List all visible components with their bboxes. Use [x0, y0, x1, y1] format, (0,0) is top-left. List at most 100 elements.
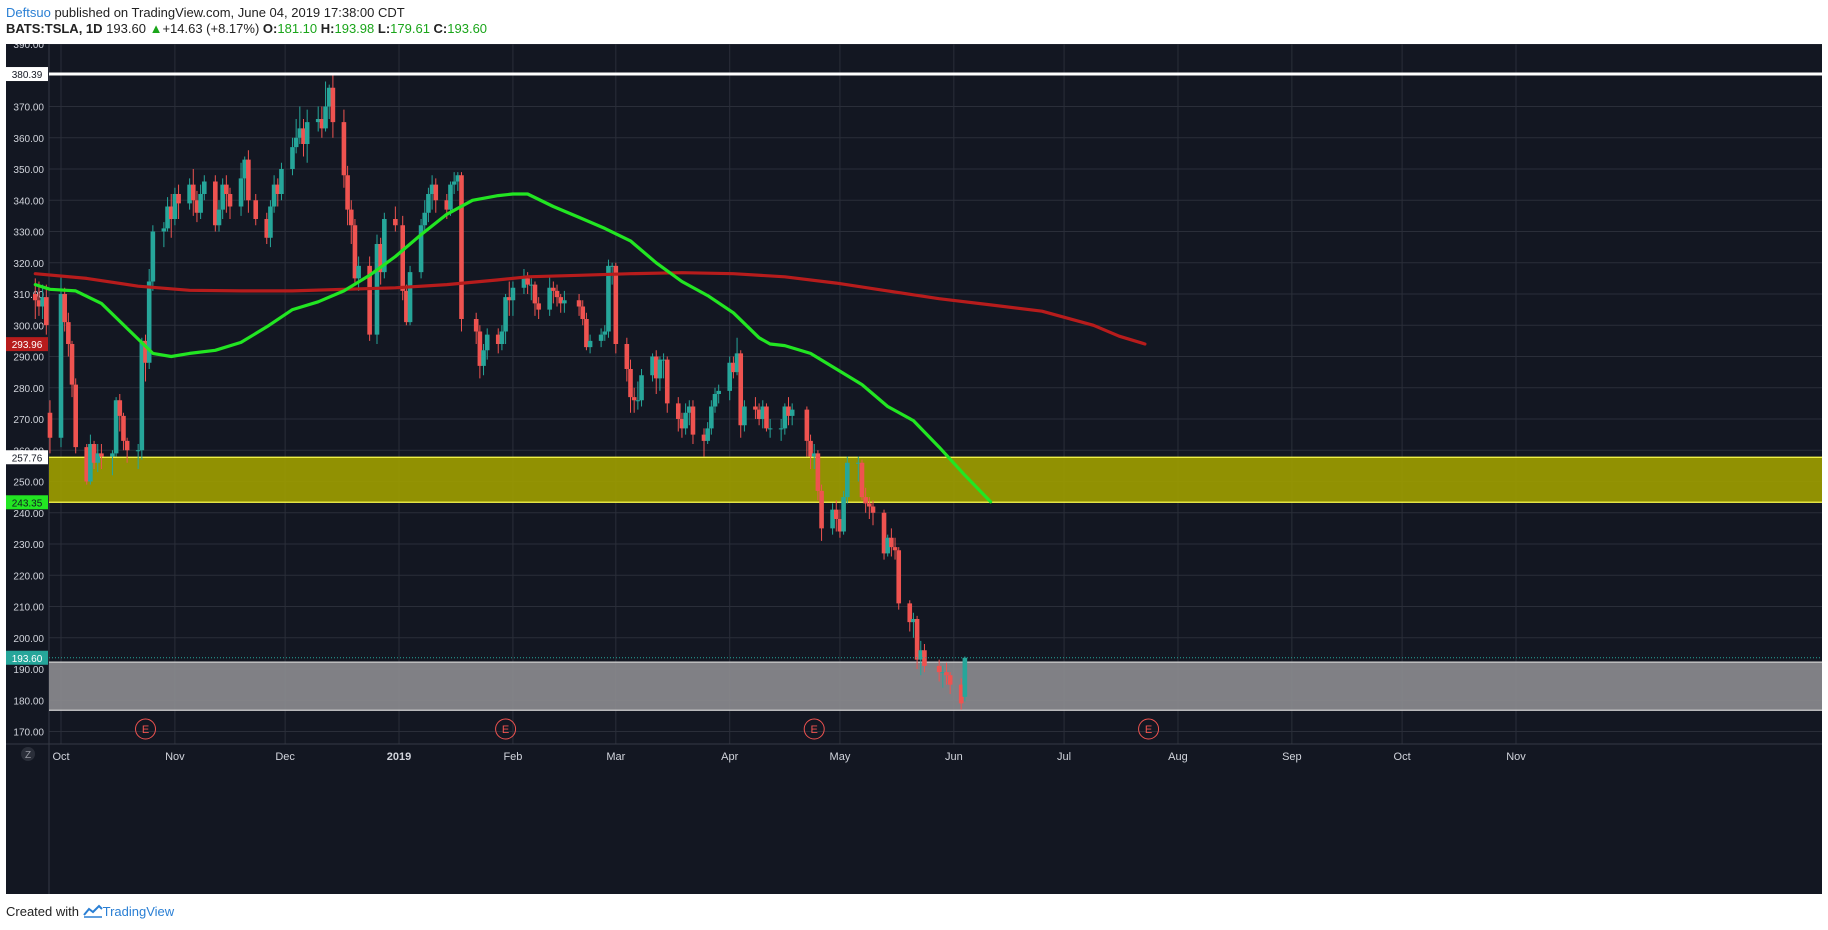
candle[interactable]: [686, 400, 692, 426]
candle[interactable]: [675, 397, 681, 432]
candle[interactable]: [760, 400, 766, 429]
candle[interactable]: [870, 500, 876, 526]
candle[interactable]: [712, 387, 718, 413]
candle[interactable]: [753, 397, 758, 419]
candle[interactable]: [279, 162, 284, 201]
candle[interactable]: [201, 175, 207, 201]
candle[interactable]: [238, 162, 244, 216]
candle[interactable]: [220, 178, 225, 219]
candle[interactable]: [146, 269, 152, 369]
candle[interactable]: [558, 294, 563, 313]
candle[interactable]: [345, 165, 350, 226]
earnings-marker[interactable]: E: [135, 718, 157, 740]
candle[interactable]: [47, 400, 53, 454]
candle[interactable]: [451, 172, 457, 194]
candle[interactable]: [341, 109, 347, 188]
candle[interactable]: [69, 340, 75, 398]
candle[interactable]: [811, 444, 817, 469]
candle[interactable]: [576, 294, 582, 316]
candle[interactable]: [187, 178, 192, 210]
candle[interactable]: [716, 384, 721, 404]
candle[interactable]: [815, 450, 821, 501]
chart-area[interactable]: 390.00 370.00 360.00 350.00 340.00 330.00 320.…: [6, 44, 1822, 894]
candle[interactable]: [635, 381, 641, 410]
candle[interactable]: [562, 290, 567, 313]
candle[interactable]: [433, 178, 439, 213]
candle[interactable]: [161, 222, 167, 248]
tradingview-logo-icon[interactable]: [82, 904, 103, 921]
candle[interactable]: [378, 237, 383, 285]
candle[interactable]: [246, 150, 251, 213]
candle[interactable]: [631, 387, 637, 413]
candle[interactable]: [506, 281, 512, 316]
candle[interactable]: [767, 419, 773, 438]
candle[interactable]: [382, 212, 387, 279]
tradingview-link[interactable]: TradingView: [102, 904, 175, 919]
candle[interactable]: [44, 284, 49, 335]
candle[interactable]: [227, 187, 233, 219]
candle[interactable]: [110, 450, 115, 476]
candle[interactable]: [301, 119, 306, 157]
candle[interactable]: [536, 297, 541, 319]
candle[interactable]: [323, 81, 328, 132]
candle[interactable]: [264, 212, 270, 244]
candle[interactable]: [99, 444, 104, 469]
candle[interactable]: [95, 444, 101, 473]
candle[interactable]: [679, 412, 685, 438]
candle[interactable]: [121, 412, 126, 451]
candle[interactable]: [448, 181, 453, 216]
candle[interactable]: [856, 456, 861, 482]
candle[interactable]: [554, 284, 560, 307]
candle[interactable]: [330, 75, 336, 138]
candle[interactable]: [789, 403, 795, 426]
candle[interactable]: [198, 184, 203, 219]
earnings-marker[interactable]: E: [1138, 718, 1160, 740]
candle[interactable]: [356, 256, 361, 291]
candle[interactable]: [216, 200, 222, 232]
candle[interactable]: [532, 281, 538, 316]
author-link[interactable]: Deftsuo: [6, 5, 51, 20]
candle[interactable]: [833, 500, 839, 532]
candle[interactable]: [664, 356, 670, 413]
candle[interactable]: [738, 350, 744, 438]
candle[interactable]: [742, 400, 747, 432]
candle[interactable]: [782, 403, 788, 435]
candle[interactable]: [455, 172, 461, 191]
candle[interactable]: [404, 284, 409, 326]
candle[interactable]: [867, 497, 872, 519]
candle[interactable]: [40, 284, 45, 319]
candle[interactable]: [804, 406, 810, 457]
candle[interactable]: [918, 640, 924, 676]
candle[interactable]: [348, 200, 354, 244]
candle[interactable]: [602, 325, 608, 341]
candle[interactable]: [117, 394, 123, 432]
price-chart[interactable]: 390.00 370.00 360.00 350.00 340.00 330.00 320.…: [6, 44, 1822, 894]
candle[interactable]: [764, 403, 769, 432]
candle[interactable]: [224, 175, 229, 213]
candle[interactable]: [393, 206, 398, 232]
candle[interactable]: [657, 356, 663, 391]
candle[interactable]: [958, 678, 964, 710]
candle[interactable]: [547, 275, 552, 316]
candle[interactable]: [150, 225, 156, 291]
candle[interactable]: [418, 219, 424, 279]
candle[interactable]: [907, 600, 913, 632]
candle[interactable]: [88, 434, 93, 485]
candle[interactable]: [731, 356, 736, 379]
candle[interactable]: [587, 334, 593, 354]
candle[interactable]: [584, 312, 589, 351]
candle[interactable]: [889, 528, 894, 557]
candle[interactable]: [551, 281, 556, 304]
candle[interactable]: [73, 378, 78, 454]
candle[interactable]: [653, 350, 659, 394]
candle[interactable]: [172, 187, 178, 226]
candle[interactable]: [319, 106, 325, 138]
candle[interactable]: [275, 178, 281, 207]
candle[interactable]: [422, 200, 428, 232]
candle[interactable]: [326, 84, 332, 119]
candle[interactable]: [859, 459, 865, 501]
candle[interactable]: [84, 444, 90, 485]
candle[interactable]: [734, 337, 740, 376]
candle[interactable]: [701, 428, 707, 457]
candle[interactable]: [271, 175, 277, 213]
